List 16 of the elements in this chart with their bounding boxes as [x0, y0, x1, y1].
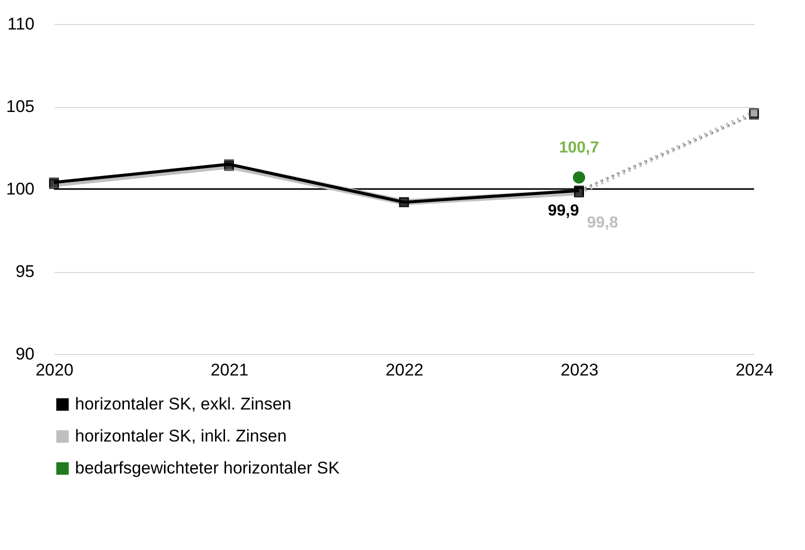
y-tick-label: 90	[16, 344, 34, 364]
legend-label: horizontaler SK, inkl. Zinsen	[75, 426, 287, 446]
data-label: 99,9	[548, 202, 580, 220]
legend-label: bedarfsgewichteter horizontaler SK	[75, 458, 340, 478]
legend-label: horizontaler SK, exkl. Zinsen	[75, 394, 292, 414]
x-tick-label: 2022	[386, 360, 424, 380]
x-tick-label: 2024	[736, 360, 774, 380]
x-tick-label: 2020	[36, 360, 74, 380]
y-tick-label: 95	[16, 262, 34, 281]
x-tick-label: 2021	[210, 360, 248, 380]
y-tick-label: 100	[6, 180, 34, 198]
y-tick-label: 105	[6, 97, 34, 116]
data-label: 99,8	[587, 214, 618, 232]
data-label: 100,7	[558, 139, 600, 156]
x-tick-label: 2023	[560, 360, 598, 380]
y-tick-label: 110	[7, 14, 34, 34]
